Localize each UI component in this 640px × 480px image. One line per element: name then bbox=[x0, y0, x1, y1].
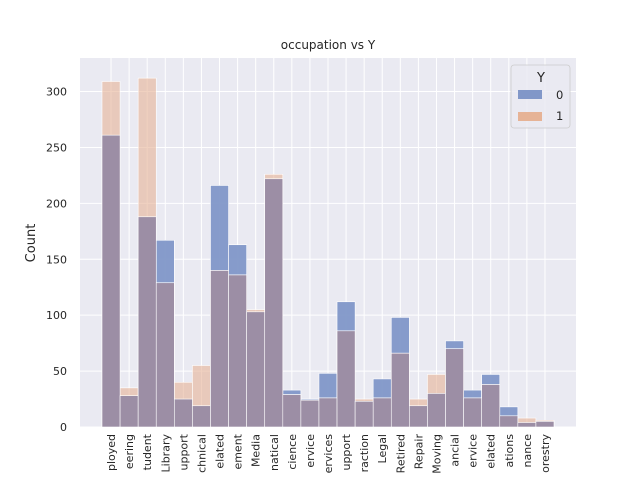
bar-overlap-10 bbox=[282, 394, 302, 428]
bar-overlap-21 bbox=[481, 384, 501, 428]
legend-title: Y bbox=[536, 71, 545, 86]
bar-overlap-3 bbox=[155, 282, 175, 428]
x-tick-label: ervice bbox=[304, 434, 317, 468]
bar-overlap-1 bbox=[119, 395, 139, 428]
bar-overlap-23 bbox=[517, 422, 537, 428]
x-tick-label: eering bbox=[123, 434, 136, 469]
x-tick-label: ations bbox=[503, 434, 516, 468]
bar-overlap-20 bbox=[463, 397, 482, 428]
x-tick-label: orestry bbox=[539, 434, 552, 473]
bar-overlap-13 bbox=[336, 330, 356, 428]
y-axis-label: Count bbox=[24, 224, 39, 263]
x-tick-label: Media bbox=[250, 434, 263, 467]
x-tick-label: ervices bbox=[322, 434, 335, 474]
x-tick-label: elated bbox=[485, 434, 498, 469]
bar-overlap-7 bbox=[228, 274, 247, 428]
legend-label-0: 0 bbox=[556, 88, 563, 102]
bar-overlap-17 bbox=[409, 405, 428, 428]
legend-swatch-0 bbox=[518, 90, 542, 99]
x-tick-label: Retired bbox=[394, 434, 407, 473]
bar-overlap-9 bbox=[264, 178, 284, 428]
bar-overlap-19 bbox=[445, 348, 464, 428]
y-tick-label: 150 bbox=[46, 253, 67, 266]
bar-overlap-15 bbox=[372, 397, 392, 428]
x-tick-label: elated bbox=[214, 434, 227, 469]
y-tick-label: 200 bbox=[46, 197, 67, 210]
legend: Y 0 1 bbox=[510, 64, 571, 129]
y-tick-label: 250 bbox=[46, 141, 67, 154]
bar-overlap-12 bbox=[318, 397, 338, 428]
x-tick-label: Repair bbox=[412, 434, 425, 470]
x-tick-label: natical bbox=[268, 434, 281, 471]
x-tick-label: ervice bbox=[467, 434, 480, 468]
x-tick-label: Moving bbox=[430, 434, 443, 474]
x-tick-label: raction bbox=[358, 434, 371, 472]
x-tick-label: Legal bbox=[376, 434, 389, 463]
bar-overlap-0 bbox=[101, 134, 121, 428]
y-tick-label: 100 bbox=[46, 309, 67, 322]
bar-overlap-5 bbox=[192, 405, 211, 428]
y-tick-labels: 0 50 100 150 200 250 300 bbox=[46, 86, 67, 434]
x-tick-label: cience bbox=[286, 434, 299, 470]
bar-overlap-14 bbox=[354, 400, 374, 428]
x-tick-label: ployed bbox=[105, 434, 118, 471]
bar-overlap-4 bbox=[174, 398, 193, 428]
bar-overlap-6 bbox=[210, 270, 229, 428]
bar-overlap-16 bbox=[390, 352, 410, 428]
y-tick-label: 0 bbox=[60, 421, 67, 434]
x-tick-label: tudent bbox=[141, 433, 154, 470]
bar-overlap-18 bbox=[427, 393, 446, 428]
bar-overlap-22 bbox=[499, 415, 519, 428]
chart-title: occupation vs Y bbox=[281, 38, 376, 52]
x-tick-label: upport bbox=[177, 433, 190, 470]
x-tick-label: upport bbox=[340, 433, 353, 470]
x-tick-label: ement bbox=[232, 433, 245, 469]
legend-swatch-1 bbox=[518, 112, 542, 121]
x-tick-labels: ployed eering tudent Library upport chnical el… bbox=[105, 433, 552, 473]
x-tick-label: ancial bbox=[449, 434, 462, 467]
y-tick-label: 300 bbox=[46, 86, 67, 99]
x-tick-label: chnical bbox=[195, 434, 208, 473]
bars bbox=[101, 77, 555, 428]
bar-overlap-2 bbox=[137, 216, 157, 428]
bar-overlap-11 bbox=[300, 399, 320, 428]
legend-label-1: 1 bbox=[556, 109, 563, 123]
y-tick-label: 50 bbox=[53, 365, 67, 378]
x-tick-label: nance bbox=[521, 434, 534, 468]
bar-overlap-24 bbox=[535, 421, 555, 428]
x-tick-label: Library bbox=[159, 434, 172, 473]
bar-overlap-8 bbox=[246, 311, 266, 428]
